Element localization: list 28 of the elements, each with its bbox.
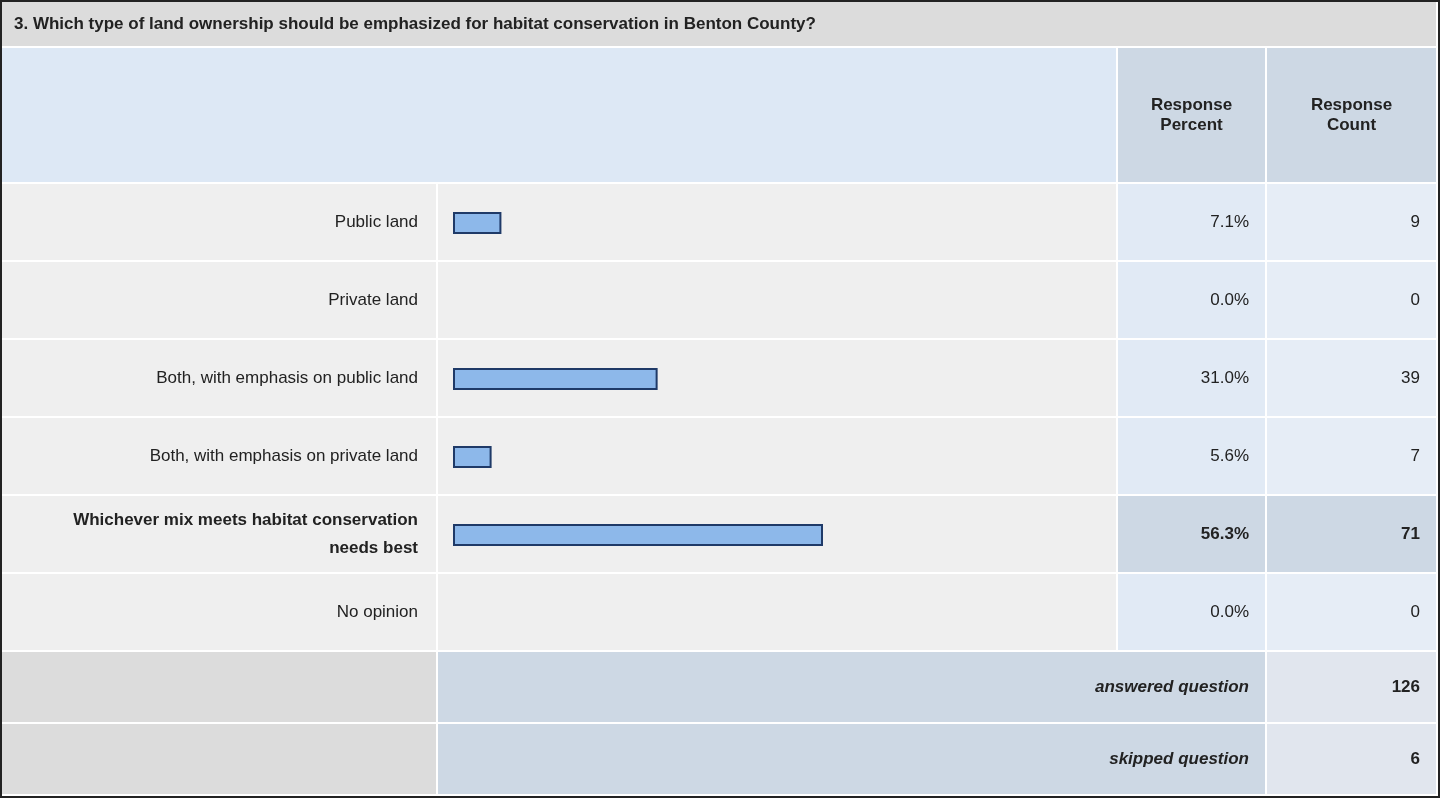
data-label: 31.0% (1118, 340, 1267, 418)
text: 39 (1267, 340, 1438, 418)
data-label: 7.1% (1118, 184, 1267, 262)
y-tick-label: Public land (2, 184, 438, 262)
y-tick-label: Both, with emphasis on public land (2, 340, 438, 418)
text: answered question (438, 652, 1267, 724)
text: skipped question (438, 724, 1267, 796)
table-header: Response Percent Response Count (2, 48, 1438, 184)
bar (453, 446, 492, 468)
text: 9 (1267, 184, 1438, 262)
text: 0 (1267, 262, 1438, 340)
y-tick-label: No opinion (2, 574, 438, 652)
text: 71 (1267, 496, 1438, 574)
y-tick-label: Both, with emphasis on private land (2, 418, 438, 496)
y-tick-label: Whichever mix meets habitat conservation needs best (2, 496, 438, 574)
text: 6 (1267, 724, 1438, 796)
data-label: 0.0% (1118, 262, 1267, 340)
chart-title: 3. Which type of land ownership should be emphasized for habitat conservation in Benton County? (2, 2, 1438, 48)
bar (453, 212, 502, 234)
y-tick-label: Private land (2, 262, 438, 340)
text: 0 (1267, 574, 1438, 652)
text: 126 (1267, 652, 1438, 724)
data-label: 5.6% (1118, 418, 1267, 496)
text: 7 (1267, 418, 1438, 496)
data-label: 56.3% (1118, 496, 1267, 574)
data-label: 0.0% (1118, 574, 1267, 652)
bar (453, 524, 823, 546)
bar (453, 368, 658, 390)
